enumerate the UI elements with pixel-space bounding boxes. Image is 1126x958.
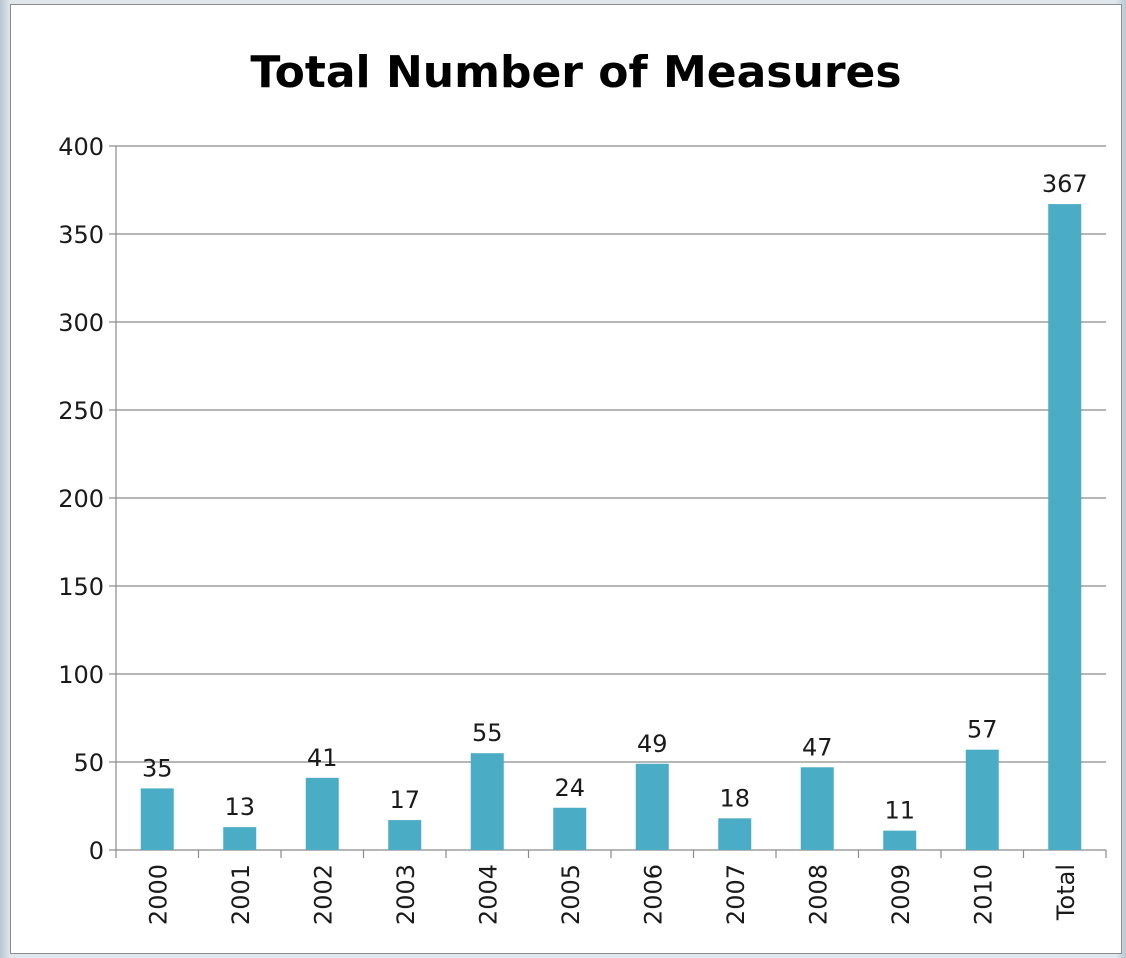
x-tick-label-2000: 2000 [144,864,172,925]
bar-2002 [305,777,339,850]
bars [140,204,1082,850]
data-label-2001: 13 [224,793,255,821]
bar-2005 [553,807,587,850]
bar-chart: Total Number of Measures 0 50 100 150 200 250… [58,47,1107,925]
y-tick-label: 350 [58,221,104,249]
data-labels: 35 13 41 17 55 24 49 18 47 11 57 367 [142,170,1088,825]
bar-total [1048,204,1082,850]
bar-2007 [718,818,752,850]
data-label-2006: 49 [637,730,668,758]
bar-2000 [140,788,174,850]
bar-2004 [470,753,504,850]
y-tick-label: 250 [58,397,104,425]
bar-2008 [800,767,834,850]
x-tick-label-total: Total [1052,864,1080,921]
gridlines [116,145,1106,763]
y-tick-label: 50 [73,749,104,777]
x-tick-label-2002: 2002 [309,864,337,925]
bar-2006 [635,763,669,850]
x-tick-label-2004: 2004 [474,864,502,925]
x-tick-label-2009: 2009 [887,864,915,925]
data-label-2002: 41 [307,744,338,772]
data-label-2003: 17 [389,786,420,814]
chart-frame: Total Number of Measures 0 50 100 150 200 250… [10,4,1122,954]
chart-title: Total Number of Measures [250,47,901,98]
data-label-2000: 35 [142,754,173,782]
y-tick-label: 400 [58,133,104,161]
x-tick-label-2005: 2005 [557,864,585,925]
data-label-2005: 24 [554,774,585,802]
bar-2010 [965,749,999,850]
y-tick-label: 200 [58,485,104,513]
x-tick-label-2001: 2001 [227,864,255,925]
y-tick-label: 100 [58,661,104,689]
y-tick-label: 0 [89,837,104,865]
bar-2009 [883,830,917,850]
y-tick-label: 300 [58,309,104,337]
data-label-2004: 55 [472,719,503,747]
data-label-2010: 57 [967,716,998,744]
x-tick-label-2006: 2006 [639,864,667,925]
data-label-total: 367 [1042,170,1088,198]
data-label-2008: 47 [802,733,833,761]
x-tick-label-2008: 2008 [804,864,832,925]
bar-2001 [223,827,257,850]
y-tick-label: 150 [58,573,104,601]
x-axis-ticks: 2000 2001 2002 2003 2004 2005 2006 2007 2008 2009… [115,850,1107,925]
x-tick-label-2007: 2007 [722,864,750,925]
data-label-2007: 18 [719,784,750,812]
y-axis-ticks: 0 50 100 150 200 250 300 350 400 [58,133,116,865]
x-tick-label-2003: 2003 [392,864,420,925]
x-tick-label-2010: 2010 [969,864,997,925]
bar-2003 [388,820,422,850]
data-label-2009: 11 [884,797,915,825]
